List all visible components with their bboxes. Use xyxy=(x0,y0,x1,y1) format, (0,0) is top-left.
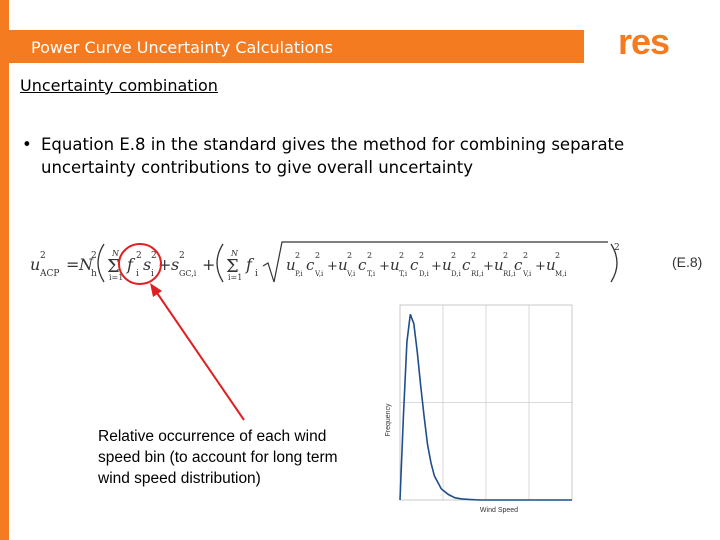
frequency-chart: Frequency Wind Speed xyxy=(385,304,573,514)
eq-sum1: Σ xyxy=(107,256,120,277)
chart-xlabel: Wind Speed xyxy=(480,507,518,514)
eq-s: s xyxy=(143,255,151,274)
eq-plus-2: + xyxy=(202,255,215,274)
eq-plus-sqrt: + xyxy=(483,259,494,274)
eq-f-sub: i xyxy=(136,269,139,279)
eq-sqrt-term-sub: T,i xyxy=(399,270,408,278)
eq-sum1-sub: i=1 xyxy=(109,273,123,282)
eq-sqrt-term-sup: 2 xyxy=(471,251,476,260)
annotation-text: Relative occurrence of each wind speed b… xyxy=(98,428,338,487)
eq-sgc-sup: 2 xyxy=(179,251,185,261)
eq-nh-sup: 2 xyxy=(91,251,97,261)
eq-sqrt-term-sup: 2 xyxy=(419,251,424,260)
eq-sqrt-term-sup: 2 xyxy=(451,251,456,260)
eq-f: f xyxy=(126,255,136,274)
eq-sum2: Σ xyxy=(226,256,239,277)
eq-sgc: s xyxy=(171,255,179,274)
eq-plus-sqrt: + xyxy=(379,259,390,274)
eq-sqrt-term-sub: RI,i xyxy=(471,270,484,278)
eq-s-sup: 2 xyxy=(151,251,157,261)
equation-e8: u 2 ACP = N 2 h Σ N i=1 f 2 i s 2 i + s … xyxy=(30,241,620,283)
eq-sqrt-term-base: c xyxy=(410,256,419,274)
eq-plus-sqrt: + xyxy=(431,259,442,274)
eq-sqrt-term-sub: V,i xyxy=(346,270,356,278)
arrow-line xyxy=(154,289,245,421)
eq-sqrt-term-sub: V,i xyxy=(522,270,532,278)
eq-sqrt-term-sub: M,i xyxy=(555,270,567,278)
eq-sqrt-term-base: u xyxy=(390,256,400,274)
equation-number: (E.8) xyxy=(672,254,703,270)
eq-sum2-sub: i=1 xyxy=(228,273,242,282)
eq-f2: f xyxy=(245,255,255,274)
res-logo: res xyxy=(618,21,670,62)
eq-sqrt-sign xyxy=(262,241,608,283)
eq-sqrt-term-base: c xyxy=(358,256,367,274)
eq-sqrt-term-base: u xyxy=(338,256,348,274)
eq-sqrt-term-sup: 2 xyxy=(555,251,560,260)
eq-paren-left-inner xyxy=(216,243,224,283)
eq-sqrt-term-base: c xyxy=(462,256,471,274)
bullet-icon: • xyxy=(22,135,32,154)
eq-nh-sub: h xyxy=(91,269,97,279)
eq-sqrt-term-base: c xyxy=(514,256,523,274)
eq-lhs-sub: ACP xyxy=(39,269,59,279)
eq-sqrt-term-base: u xyxy=(442,256,452,274)
eq-sqrt-term-sup: 2 xyxy=(295,251,300,260)
eq-s-sub: i xyxy=(151,269,154,279)
eq-plus-1: + xyxy=(158,255,171,274)
eq-lhs-sup: 2 xyxy=(40,251,46,261)
eq-sqrt-term-base: u xyxy=(546,256,556,274)
section-heading: Uncertainty combination xyxy=(20,76,218,95)
eq-f2-sub: i xyxy=(255,269,258,279)
eq-plus-sqrt: + xyxy=(327,259,338,274)
slide-title: Power Curve Uncertainty Calculations xyxy=(31,38,333,57)
chart-grid xyxy=(400,305,572,500)
eq-sum1-sup: N xyxy=(111,249,120,258)
eq-nh: N xyxy=(78,255,94,274)
eq-sqrt-term-sub: T,i xyxy=(367,270,376,278)
title-bar: Power Curve Uncertainty Calculations xyxy=(9,30,584,63)
eq-sqrt-terms: u2P,i c2V,i + u2V,i c2T,i + u2T,i c2D,i + u2D,i c2… xyxy=(286,251,567,278)
eq-sqrt-term-sup: 2 xyxy=(367,251,372,260)
eq-sqrt-term-sub: D,i xyxy=(451,270,462,278)
eq-sqrt-term-sup: 2 xyxy=(523,251,528,260)
eq-plus-sqrt: + xyxy=(535,259,546,274)
eq-equals: = xyxy=(66,255,79,274)
eq-outer-sup: 2 xyxy=(614,243,620,253)
eq-sqrt-term-sub: RI,i xyxy=(503,270,516,278)
eq-paren-left-big xyxy=(97,243,105,283)
chart-ylabel: Frequency xyxy=(385,403,392,437)
eq-sqrt-term-sup: 2 xyxy=(503,251,508,260)
eq-sqrt-term-sub: P,i xyxy=(295,270,304,278)
eq-sgc-sub: GC,i xyxy=(179,269,197,278)
eq-sqrt-term-sup: 2 xyxy=(315,251,320,260)
eq-sqrt-term-sup: 2 xyxy=(347,251,352,260)
eq-paren-right xyxy=(610,243,618,283)
eq-sqrt-term-sup: 2 xyxy=(399,251,404,260)
eq-sqrt-term-base: u xyxy=(494,256,504,274)
eq-sum2-sup: N xyxy=(230,249,239,258)
eq-lhs: u xyxy=(30,255,40,274)
eq-sqrt-term-sub: D,i xyxy=(419,270,430,278)
frequency-curve xyxy=(399,314,572,501)
left-accent-bar xyxy=(0,0,9,540)
eq-sqrt-term-base: u xyxy=(286,256,296,274)
eq-sqrt-term-base: c xyxy=(306,256,315,274)
bullet-text: Equation E.8 in the standard gives the m… xyxy=(41,135,625,177)
eq-sqrt-term-sub: V,i xyxy=(314,270,324,278)
eq-f-sup: 2 xyxy=(136,251,142,261)
